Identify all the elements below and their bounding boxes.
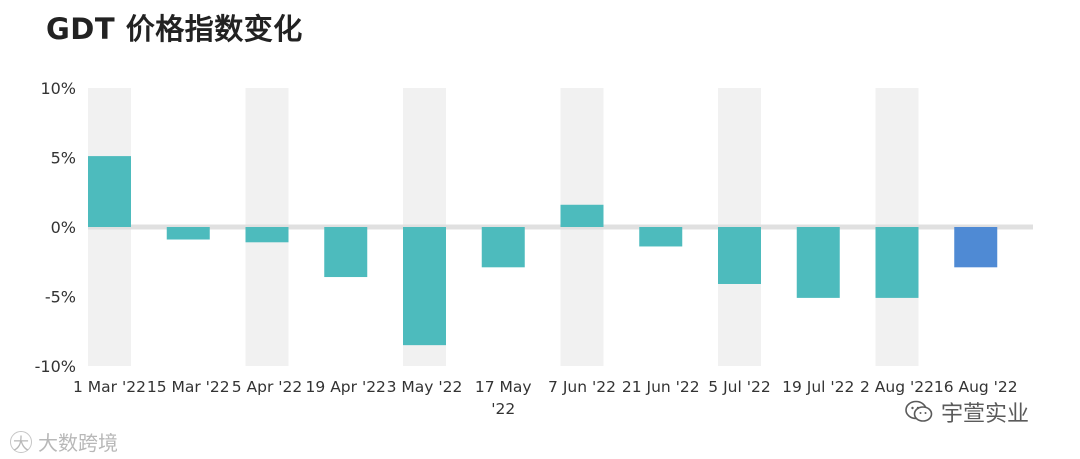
watermark-left-text: 大数跨境 (38, 431, 118, 455)
bar (245, 227, 289, 243)
x-tick-label: 16 Aug '22 (934, 378, 1018, 396)
y-tick-label: 0% (51, 218, 76, 237)
bar (954, 227, 998, 268)
x-tick-label: 1 Mar '22 (73, 378, 146, 396)
x-tick-label: 5 Apr '22 (232, 378, 303, 396)
bar (324, 227, 368, 278)
x-tick-label: 17 May '22 (475, 378, 532, 418)
watermark-logo-icon: 大 (10, 430, 32, 453)
x-tick-label: 19 Apr '22 (306, 378, 386, 396)
watermark-right: 宇萱实业 (905, 396, 1029, 428)
y-axis-ticks: 10% 5% 0% -5% -10% (35, 79, 76, 376)
wechat-icon (905, 400, 933, 422)
x-tick-label: 15 Mar '22 (147, 378, 230, 396)
bar (639, 227, 683, 247)
x-tick-label: 5 Jul '22 (708, 378, 770, 396)
bar (88, 156, 131, 227)
y-tick-label: 5% (51, 149, 76, 168)
bar (718, 227, 761, 284)
y-tick-label: -10% (35, 357, 76, 376)
x-tick-label: 19 Jul '22 (782, 378, 854, 396)
bars (88, 156, 998, 346)
bar (403, 227, 446, 346)
x-axis-ticks: 1 Mar '22 15 Mar '22 5 Apr '22 19 Apr '22 3 … (73, 378, 1018, 418)
watermark-left: 大 大数跨境 (10, 427, 118, 456)
x-tick-label: 7 Jun '22 (548, 378, 616, 396)
bar (560, 204, 604, 227)
watermark-right-text: 宇萱实业 (941, 402, 1030, 427)
y-tick-label: 10% (40, 79, 76, 98)
chart-title: GDT 价格指数变化 (46, 12, 303, 46)
bar (796, 227, 840, 298)
x-tick-label: 21 Jun '22 (622, 378, 700, 396)
bar (166, 227, 210, 240)
bar (481, 227, 525, 268)
x-tick-label: 3 May '22 (387, 378, 463, 396)
y-tick-label: -5% (45, 288, 76, 307)
bar (875, 227, 919, 298)
x-tick-label: 2 Aug '22 (860, 378, 934, 396)
